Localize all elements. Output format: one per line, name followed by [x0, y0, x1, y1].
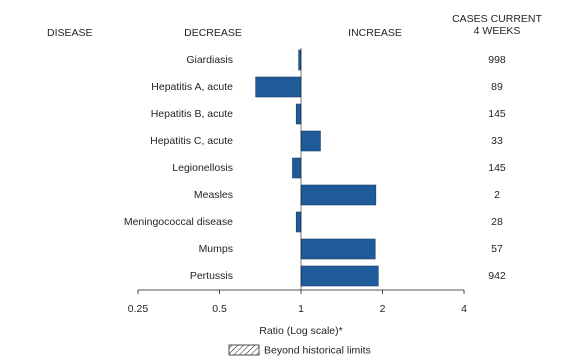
x-tick-label: 0.25	[128, 303, 149, 315]
category-label: Hepatitis C, acute	[150, 135, 233, 147]
cases-value: 145	[488, 162, 506, 174]
x-tick-label: 0.5	[212, 303, 227, 315]
bar	[300, 238, 376, 260]
cases-header: 4 WEEKS	[474, 25, 521, 37]
bar	[292, 157, 302, 179]
legend-swatch	[228, 344, 260, 356]
decrease-header: DECREASE	[184, 27, 242, 39]
x-tick-label: 1	[298, 303, 304, 315]
cases-value: 998	[488, 54, 506, 66]
cases-value: 28	[491, 216, 503, 228]
category-label: Legionellosis	[172, 162, 233, 174]
cases-value: 33	[491, 135, 503, 147]
bar	[300, 184, 377, 206]
legend-label: Beyond historical limits	[264, 344, 371, 356]
x-tick-label: 4	[461, 303, 467, 315]
bar	[300, 130, 321, 152]
cases-header: CASES CURRENT	[452, 13, 542, 25]
category-label: Giardiasis	[186, 54, 233, 66]
cases-value: 57	[491, 243, 503, 255]
category-label: Pertussis	[190, 270, 233, 282]
category-label: Hepatitis B, acute	[151, 108, 233, 120]
bar	[300, 265, 379, 287]
x-tick-label: 2	[380, 303, 386, 315]
category-label: Mumps	[199, 243, 233, 255]
category-label: Meningococcal disease	[124, 216, 233, 228]
cases-value: 942	[488, 270, 506, 282]
bar	[298, 49, 302, 71]
x-axis-label: Ratio (Log scale)*	[259, 325, 342, 337]
cases-value: 89	[491, 81, 503, 93]
bar	[295, 103, 302, 125]
category-label: Measles	[194, 189, 233, 201]
bar	[255, 76, 302, 98]
cases-value: 2	[494, 189, 500, 201]
cases-value: 145	[488, 108, 506, 120]
disease-header: DISEASE	[47, 27, 93, 39]
increase-header: INCREASE	[348, 27, 402, 39]
category-label: Hepatitis A, acute	[151, 81, 233, 93]
bar	[295, 211, 302, 233]
